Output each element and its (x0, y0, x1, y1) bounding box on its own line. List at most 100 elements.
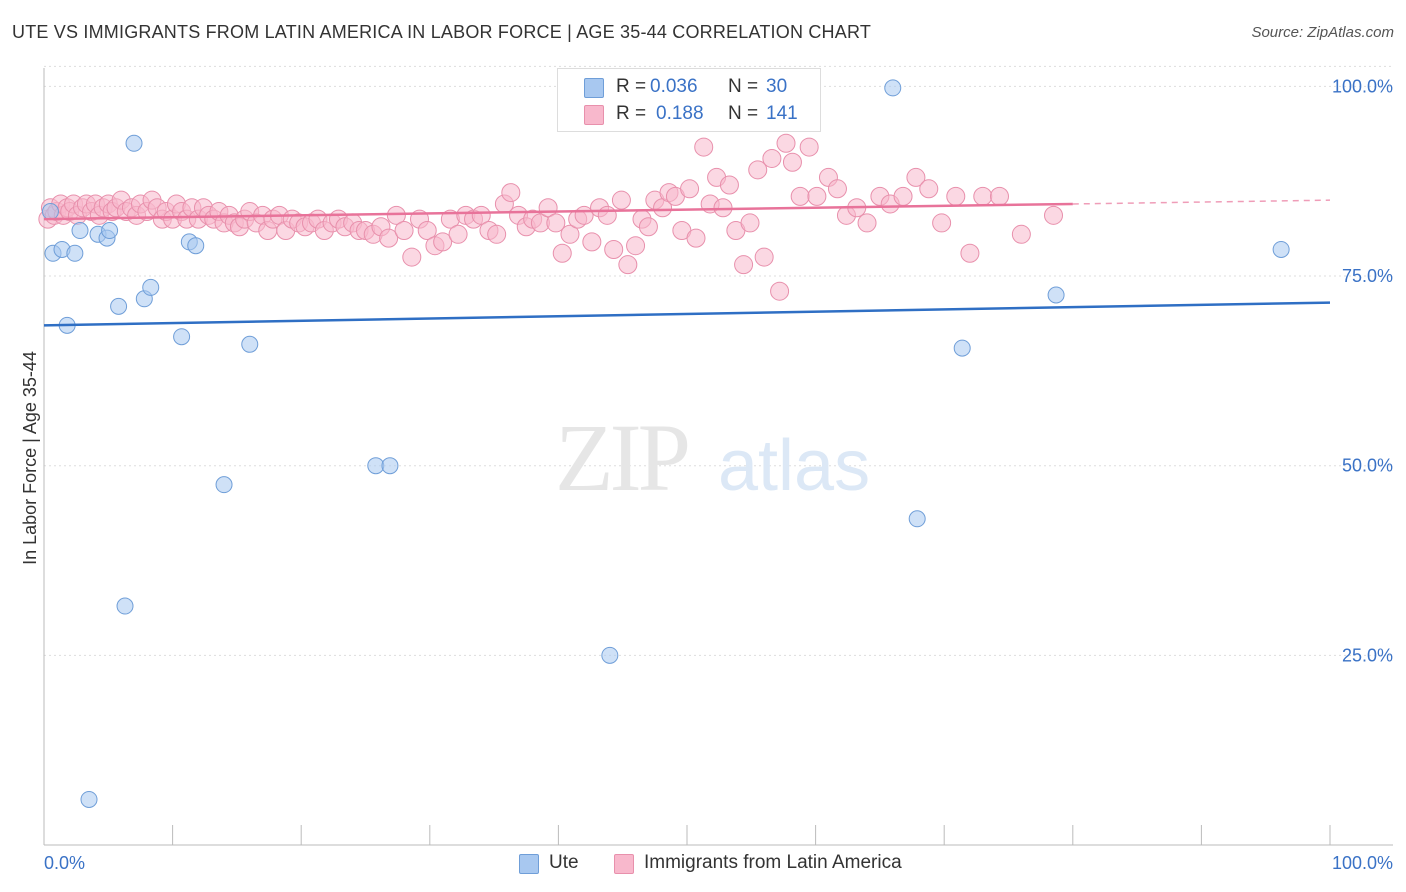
latin-point (379, 228, 399, 248)
latin-swatch (584, 105, 604, 125)
latin-point (433, 232, 453, 252)
latin-point (946, 186, 966, 206)
latin-point (919, 179, 939, 199)
latin-point (754, 247, 774, 267)
ute-point (908, 510, 926, 528)
latin-point (686, 228, 706, 248)
latin-point (748, 160, 768, 180)
ute-point (381, 457, 399, 475)
ute-point (173, 328, 191, 346)
trend-layer (43, 199, 1331, 327)
ute-point (953, 339, 971, 357)
latin-point (762, 148, 782, 168)
latin-point (546, 213, 566, 233)
latin-point (626, 236, 646, 256)
latin-point (807, 186, 827, 206)
latin-point (560, 224, 580, 244)
ute-point (1047, 286, 1065, 304)
watermark: ZIP atlas (555, 404, 870, 511)
ute-point (41, 203, 59, 221)
latin-legend-swatch (614, 854, 634, 874)
latin-point (471, 205, 491, 225)
ute-point (101, 222, 119, 240)
latin-point (680, 179, 700, 199)
y-tick-label: 50.0% (1342, 456, 1393, 476)
watermark-zip: ZIP (555, 404, 688, 511)
latin-point (932, 213, 952, 233)
latin-point (973, 186, 993, 206)
latin-point (386, 205, 406, 225)
watermark-atlas: atlas (718, 426, 870, 506)
latin-point (734, 255, 754, 275)
legend-row-latin: R = 0.188 N = 141 (558, 101, 820, 127)
ute-point (125, 134, 143, 152)
y-tick-label: 25.0% (1342, 645, 1393, 665)
ute-legend-label: Ute (549, 852, 579, 873)
latin-point (618, 255, 638, 275)
y-axis-label: In Labor Force | Age 35-44 (20, 351, 40, 565)
grid-layer (44, 65, 1393, 656)
latin-point (1011, 224, 1031, 244)
latin-point (694, 137, 714, 157)
ute-point (116, 597, 134, 615)
latin-point (487, 224, 507, 244)
latin-point (1044, 205, 1064, 225)
y-tick-label: 75.0% (1342, 266, 1393, 286)
ute-r-value: 0.036 (650, 76, 698, 97)
ute-legend-swatch (519, 854, 539, 874)
legend-row-ute: R = 0.036 N = 30 (558, 74, 820, 100)
latin-point (713, 198, 733, 218)
ute-point (187, 237, 205, 255)
r-label: R = (616, 103, 647, 124)
latin-point (402, 247, 422, 267)
ute-swatch (584, 78, 604, 98)
latin-point (960, 243, 980, 263)
ute-point (80, 790, 98, 808)
latin-point (776, 133, 796, 153)
latin-point (857, 213, 877, 233)
latin-point (604, 239, 624, 259)
chart-title: UTE VS IMMIGRANTS FROM LATIN AMERICA IN … (12, 22, 872, 42)
ute-trend-line (43, 301, 1331, 327)
y-tick-label: 100.0% (1332, 76, 1393, 96)
latin-point (770, 281, 790, 301)
n-label: N = (728, 76, 759, 97)
latin-point (501, 183, 521, 203)
ute-point (66, 244, 84, 262)
ute-n-value: 30 (766, 76, 788, 97)
n-label: N = (728, 103, 759, 124)
latin-point (448, 224, 468, 244)
latin-point (790, 186, 810, 206)
axis-layer: 25.0% 50.0% 75.0% 100.0% (43, 68, 1393, 846)
latin-point (417, 221, 437, 241)
latin-point (906, 167, 926, 187)
latin-trend-line (43, 202, 1073, 221)
latin-legend-label: Immigrants from Latin America (644, 852, 902, 873)
latin-point (597, 205, 617, 225)
latin-point (782, 152, 802, 172)
ute-point (601, 646, 619, 664)
latin-point (827, 179, 847, 199)
ute-point (71, 222, 89, 240)
latin-point (799, 137, 819, 157)
latin-r-value: 0.188 (656, 103, 704, 124)
latin-point (719, 175, 739, 195)
ute-point (1272, 240, 1290, 258)
source-label: Source: ZipAtlas.com (1251, 24, 1394, 41)
ute-point (884, 79, 902, 97)
ute-point (215, 476, 233, 494)
latin-trend-extension (1072, 199, 1331, 205)
ute-point (142, 278, 160, 296)
latin-point (989, 186, 1009, 206)
x-tick-label-min: 0.0% (44, 853, 85, 873)
x-tick-label-max: 100.0% (1332, 853, 1393, 873)
latin-point (638, 217, 658, 237)
ute-point (241, 335, 259, 353)
latin-point (611, 190, 631, 210)
latin-point (740, 213, 760, 233)
correlation-legend: R = 0.036 N = 30 R = 0.188 N = 141 (557, 68, 821, 132)
ute-point (110, 297, 128, 315)
r-label: R = (616, 76, 647, 97)
latin-point (582, 232, 602, 252)
